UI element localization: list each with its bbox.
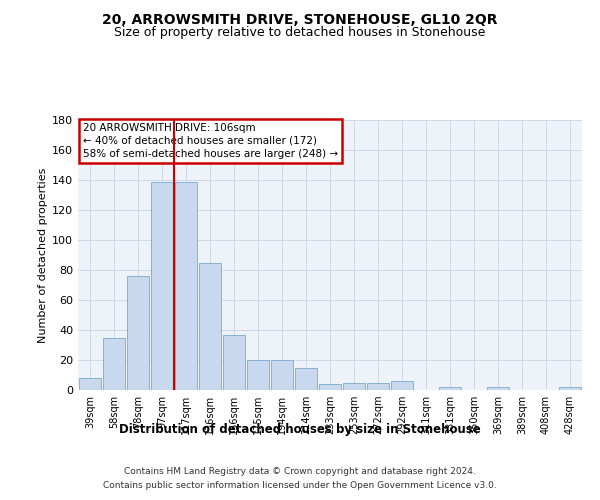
Bar [319,384,341,390]
Y-axis label: Number of detached properties: Number of detached properties [38,168,48,342]
Text: 20, ARROWSMITH DRIVE, STONEHOUSE, GL10 2QR: 20, ARROWSMITH DRIVE, STONEHOUSE, GL10 2… [102,12,498,26]
Bar [439,387,461,390]
Bar [487,387,509,390]
Bar [151,182,173,390]
Bar [79,378,101,390]
Bar [559,387,581,390]
Bar [223,334,245,390]
Bar [271,360,293,390]
Bar [391,381,413,390]
Text: Size of property relative to detached houses in Stonehouse: Size of property relative to detached ho… [115,26,485,39]
Bar [127,276,149,390]
Text: Contains HM Land Registry data © Crown copyright and database right 2024.: Contains HM Land Registry data © Crown c… [124,468,476,476]
Text: Distribution of detached houses by size in Stonehouse: Distribution of detached houses by size … [119,422,481,436]
Bar [343,382,365,390]
Bar [199,262,221,390]
Text: Contains public sector information licensed under the Open Government Licence v3: Contains public sector information licen… [103,481,497,490]
Bar [103,338,125,390]
Bar [247,360,269,390]
Text: 20 ARROWSMITH DRIVE: 106sqm
← 40% of detached houses are smaller (172)
58% of se: 20 ARROWSMITH DRIVE: 106sqm ← 40% of det… [83,122,338,159]
Bar [175,182,197,390]
Bar [367,382,389,390]
Bar [295,368,317,390]
